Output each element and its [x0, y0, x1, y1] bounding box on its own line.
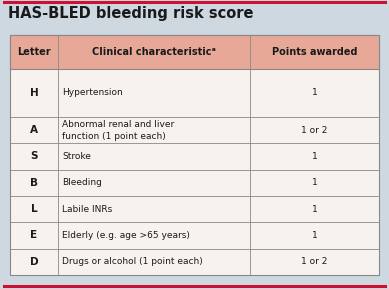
Text: Hypertension: Hypertension — [62, 88, 123, 97]
Text: 1: 1 — [312, 152, 317, 161]
Text: Drugs or alcohol (1 point each): Drugs or alcohol (1 point each) — [62, 257, 203, 266]
Text: D: D — [30, 257, 38, 267]
Text: Elderly (e.g. age >65 years): Elderly (e.g. age >65 years) — [62, 231, 190, 240]
Text: Abnormal renal and liver
function (1 point each): Abnormal renal and liver function (1 poi… — [62, 120, 174, 140]
Text: HAS-BLED bleeding risk score: HAS-BLED bleeding risk score — [8, 6, 254, 21]
Text: H: H — [30, 88, 39, 98]
Text: S: S — [30, 151, 38, 162]
Bar — [10, 35, 379, 275]
Text: Clinical characteristicᵃ: Clinical characteristicᵃ — [92, 47, 216, 57]
Text: 1: 1 — [312, 205, 317, 214]
Text: 1: 1 — [312, 88, 317, 97]
Text: Points awarded: Points awarded — [272, 47, 357, 57]
Text: 1 or 2: 1 or 2 — [301, 257, 328, 266]
Text: Labile INRs: Labile INRs — [62, 205, 112, 214]
Text: 1 or 2: 1 or 2 — [301, 126, 328, 135]
Text: 1: 1 — [312, 178, 317, 187]
Text: A: A — [30, 125, 38, 135]
Text: Stroke: Stroke — [62, 152, 91, 161]
Text: Letter: Letter — [17, 47, 51, 57]
Text: E: E — [30, 231, 38, 240]
Text: L: L — [31, 204, 37, 214]
Text: B: B — [30, 178, 38, 188]
Text: 1: 1 — [312, 231, 317, 240]
Text: Bleeding: Bleeding — [62, 178, 102, 187]
Bar — [10, 35, 379, 69]
